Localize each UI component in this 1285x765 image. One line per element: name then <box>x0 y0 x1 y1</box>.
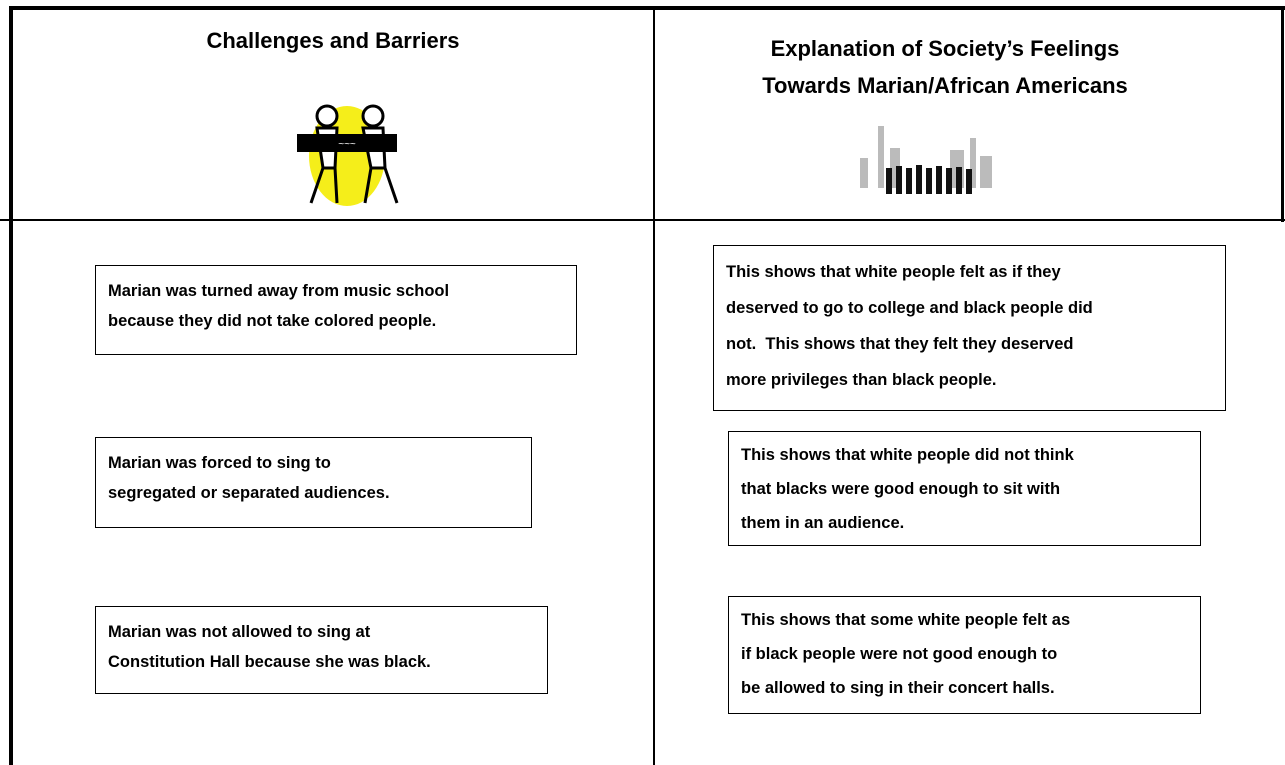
table-border <box>1281 6 1284 222</box>
text-line: Explanation of Society’s Feelings <box>770 36 1120 61</box>
text-line: more privileges than black people. <box>726 371 997 389</box>
text-line: Marian was turned away from music school <box>108 282 450 300</box>
text-line: Marian was forced to sing to <box>108 454 331 472</box>
text-line: because they did not take colored people… <box>108 312 437 330</box>
icon-people: ~~~ <box>297 104 399 206</box>
text-line: Marian was not allowed to sing at <box>108 623 371 641</box>
text-line: if black people were not good enough to <box>741 645 1058 663</box>
table-border <box>9 6 1285 10</box>
explanation-box: This shows that some white people felt a… <box>728 596 1201 714</box>
column-divider <box>653 6 655 765</box>
text-line: Challenges and Barriers <box>206 28 460 53</box>
text-line: Constitution Hall because she was black. <box>108 653 431 671</box>
text-line: Towards Marian/African Americans <box>762 73 1128 98</box>
svg-text:~~~: ~~~ <box>338 139 356 150</box>
text-line: them in an audience. <box>741 514 905 532</box>
challenge-box: Marian was forced to sing to segregated o… <box>95 437 532 528</box>
column-title: Challenges and Barriers <box>13 22 653 59</box>
text-line: be allowed to sing in their concert hall… <box>741 679 1055 697</box>
text-line: This shows that white people did not thi… <box>741 446 1074 464</box>
explanation-box: This shows that white people did not thi… <box>728 431 1201 546</box>
challenge-box: Marian was turned away from music school… <box>95 265 577 355</box>
text-line: segregated or separated audiences. <box>108 484 390 502</box>
text-line: not. This shows that they felt they dese… <box>726 335 1074 353</box>
text-line: that blacks were good enough to sit with <box>741 480 1061 498</box>
column-title: Explanation of Society’s Feelings Toward… <box>655 30 1235 104</box>
table-border <box>9 6 13 765</box>
explanation-box: This shows that white people felt as if … <box>713 245 1226 411</box>
text-line: deserved to go to college and black peop… <box>726 299 1093 317</box>
text-line: This shows that some white people felt a… <box>741 611 1071 629</box>
text-line: This shows that white people felt as if … <box>726 263 1061 281</box>
challenge-box: Marian was not allowed to sing at Constit… <box>95 606 548 694</box>
icon-skyline <box>860 126 992 194</box>
row-divider <box>0 219 1285 221</box>
